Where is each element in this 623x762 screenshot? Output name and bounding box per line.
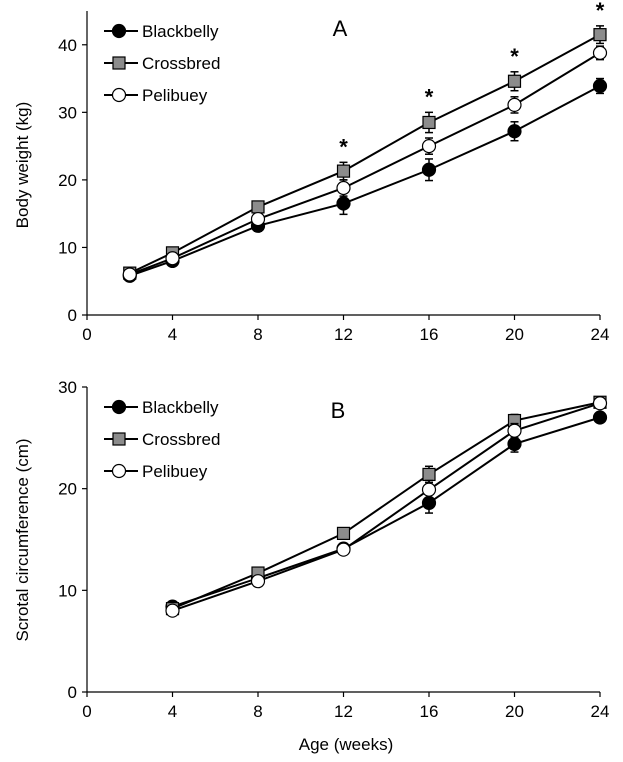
x-tick-label: 20: [505, 325, 524, 344]
x-tick-label: 8: [253, 325, 262, 344]
x-tick-label: 12: [334, 702, 353, 721]
y-tick-label: 10: [58, 581, 77, 600]
x-tick-label: 24: [591, 325, 610, 344]
x-tick-label: 0: [82, 702, 91, 721]
data-point: [336, 196, 351, 211]
data-point: [507, 436, 522, 452]
series-line: [129, 85, 601, 277]
panel-a: A Body weight (kg) 0 10 20 30 40 0 4 8 12 16 20 24 *…: [13, 0, 609, 344]
legend-marker: [111, 399, 127, 415]
data-point: [165, 251, 180, 266]
panel-a-legend: Blackbelly Crossbred Pelibuey: [104, 22, 220, 105]
legend-marker: [111, 463, 127, 479]
y-tick-label: 20: [58, 171, 77, 190]
data-point: [251, 200, 265, 214]
legend-item-blackbelly: Blackbelly: [104, 22, 219, 41]
series-line: [172, 401, 601, 610]
data-point: [592, 396, 608, 411]
legend-label: Crossbred: [142, 54, 220, 73]
x-tick-label: 0: [82, 325, 91, 344]
x-tick-label: 20: [505, 702, 524, 721]
panel-b-legend: Blackbelly Crossbred Pelibuey: [104, 398, 220, 481]
x-tick-label: 8: [253, 702, 262, 721]
panel-a-y-axis-label: Body weight (kg): [13, 102, 32, 229]
data-point: [421, 482, 437, 497]
data-point: [592, 45, 608, 60]
data-point: [421, 139, 437, 154]
legend-item-blackbelly: Blackbelly: [104, 398, 219, 417]
data-point: [336, 180, 351, 196]
data-point: [422, 115, 436, 130]
panel-b: B Scrotal circumference (cm) Age (weeks)…: [13, 378, 609, 754]
x-tick-label: 12: [334, 325, 353, 344]
data-point: [336, 164, 351, 178]
data-point: [336, 526, 351, 541]
data-point: [507, 97, 522, 113]
series-line: [172, 402, 601, 612]
series-pelibuey: [165, 396, 608, 618]
legend-label: Blackbelly: [142, 22, 219, 41]
data-point: [421, 162, 437, 177]
panel-b-letter: B: [331, 398, 346, 423]
legend-marker: [112, 432, 126, 446]
data-point: [336, 542, 351, 557]
legend-label: Pelibuey: [142, 86, 208, 105]
data-point: [165, 603, 180, 618]
panel-b-x-axis-label: Age (weeks): [299, 735, 393, 754]
significance-asterisk: *: [596, 0, 605, 23]
y-tick-label: 30: [58, 103, 77, 122]
x-tick-label: 4: [168, 702, 177, 721]
data-point: [507, 74, 522, 88]
series-pelibuey: [122, 45, 608, 282]
significance-asterisk: *: [425, 84, 434, 109]
x-tick-label: 24: [591, 702, 610, 721]
legend-label: Blackbelly: [142, 398, 219, 417]
series-blackbelly: [122, 77, 608, 283]
y-tick-label: 30: [58, 378, 77, 397]
data-point: [507, 124, 522, 139]
significance-asterisk: *: [339, 134, 348, 159]
legend-label: Pelibuey: [142, 462, 208, 481]
x-tick-label: 16: [420, 325, 439, 344]
data-point: [507, 423, 522, 438]
y-tick-label: 20: [58, 480, 77, 499]
legend-label: Crossbred: [142, 430, 220, 449]
data-point: [593, 28, 607, 42]
significance-asterisk: *: [510, 44, 519, 69]
legend-marker: [111, 23, 127, 39]
data-point: [592, 410, 608, 425]
x-tick-label: 16: [420, 702, 439, 721]
x-tick-label: 4: [168, 325, 177, 344]
legend-item-pelibuey: Pelibuey: [104, 86, 208, 105]
data-point: [122, 267, 137, 282]
legend-item-pelibuey: Pelibuey: [104, 462, 208, 481]
legend-item-crossbred: Crossbred: [104, 430, 220, 449]
y-tick-label: 0: [68, 306, 77, 325]
legend-item-crossbred: Crossbred: [104, 54, 220, 73]
y-tick-label: 40: [58, 36, 77, 55]
series-line: [172, 416, 601, 608]
data-point: [250, 211, 266, 227]
data-point: [592, 78, 608, 94]
panel-a-letter: A: [333, 16, 348, 41]
data-point: [250, 574, 266, 589]
panel-b-y-axis-label: Scrotal circumference (cm): [13, 438, 32, 641]
data-point: [422, 467, 436, 482]
y-tick-label: 0: [68, 683, 77, 702]
y-tick-label: 10: [58, 238, 77, 257]
legend-marker: [111, 87, 127, 103]
legend-marker: [112, 56, 126, 70]
series-crossbred: [165, 395, 607, 616]
